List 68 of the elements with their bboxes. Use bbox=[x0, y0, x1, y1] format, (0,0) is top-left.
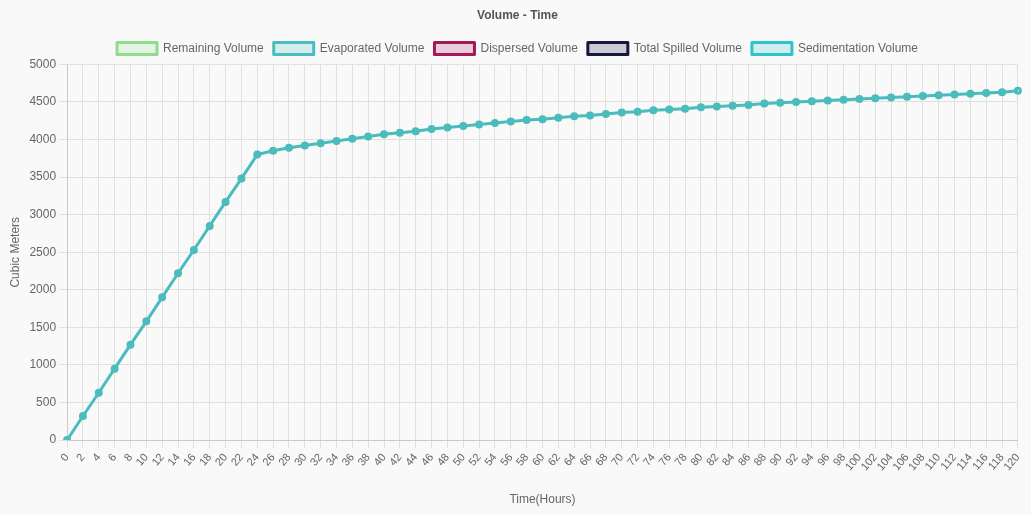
legend-label: Sedimentation Volume bbox=[797, 40, 919, 55]
x-tick-label: 62 bbox=[545, 450, 563, 468]
x-axis-title: Time(Hours) bbox=[509, 492, 576, 507]
x-tick-label: 6 bbox=[105, 450, 119, 464]
x-tick-label: 26 bbox=[259, 450, 277, 468]
x-tick-label: 4 bbox=[89, 450, 103, 464]
x-tick-label: 36 bbox=[339, 450, 357, 468]
y-tick-label: 3500 bbox=[29, 169, 57, 184]
x-tick-label: 80 bbox=[687, 450, 705, 468]
y-tick-label: 2500 bbox=[29, 244, 57, 259]
x-tick-label: 64 bbox=[560, 450, 579, 468]
x-tick-label: 16 bbox=[180, 450, 198, 468]
x-tick-label: 78 bbox=[671, 450, 689, 468]
x-tick-label: 12 bbox=[148, 450, 167, 468]
x-tick-label: 56 bbox=[497, 450, 515, 468]
x-tick-label: 46 bbox=[418, 450, 436, 468]
x-tick-label: 68 bbox=[592, 450, 610, 468]
legend-label: Evaporated Volume bbox=[319, 40, 425, 55]
x-tick-label: 74 bbox=[640, 450, 658, 468]
x-tick-label: 0 bbox=[57, 450, 71, 464]
x-tick-label: 44 bbox=[402, 450, 420, 468]
x-tick-label: 66 bbox=[576, 450, 594, 468]
legend-label: Dispersed Volume bbox=[480, 40, 579, 55]
x-tick-label: 30 bbox=[291, 450, 309, 468]
x-tick-label: 34 bbox=[323, 450, 341, 468]
x-tick-label: 96 bbox=[814, 450, 832, 468]
y-tick-label: 5000 bbox=[29, 56, 57, 71]
x-tick-label: 86 bbox=[735, 450, 753, 468]
x-tick-label: 22 bbox=[228, 450, 246, 468]
y-tick-label: 1500 bbox=[29, 319, 57, 334]
y-tick-label: 4500 bbox=[29, 94, 57, 109]
x-tick-label: 24 bbox=[244, 450, 262, 468]
x-tick-label: 20 bbox=[212, 450, 230, 468]
x-tick-label: 28 bbox=[275, 450, 293, 468]
y-tick-label: 500 bbox=[36, 394, 57, 409]
x-tick-label: 94 bbox=[798, 450, 816, 468]
x-tick-label: 18 bbox=[196, 450, 214, 468]
x-tick-label: 32 bbox=[307, 450, 325, 468]
x-tick-label: 10 bbox=[133, 450, 151, 468]
x-tick-label: 72 bbox=[624, 450, 642, 468]
x-tick-label: 38 bbox=[354, 450, 373, 468]
x-tick-label: 60 bbox=[529, 450, 547, 468]
x-tick-label: 76 bbox=[656, 450, 674, 468]
x-tick-label: 2 bbox=[73, 450, 87, 464]
x-tick-label: 52 bbox=[465, 450, 483, 468]
x-tick-label: 82 bbox=[703, 450, 721, 468]
x-tick-label: 42 bbox=[386, 450, 404, 468]
x-tick-label: 8 bbox=[121, 450, 135, 464]
legend-label: Remaining Volume bbox=[163, 40, 265, 55]
x-tick-label: 14 bbox=[164, 450, 182, 468]
x-tick-label: 88 bbox=[751, 450, 769, 468]
x-tick-label: 70 bbox=[608, 450, 626, 468]
y-tick-label: 4000 bbox=[29, 131, 57, 146]
y-tick-label: 0 bbox=[49, 432, 57, 447]
x-tick-label: 58 bbox=[513, 450, 531, 468]
x-tick-label: 40 bbox=[370, 450, 388, 468]
y-axis-title: Cubic Meters bbox=[7, 216, 22, 288]
y-tick-label: 3000 bbox=[29, 206, 57, 221]
legend-label: Total Spilled Volume bbox=[633, 40, 743, 55]
x-tick-label: 90 bbox=[767, 450, 785, 468]
x-tick-label: 92 bbox=[782, 450, 800, 468]
y-tick-label: 1000 bbox=[29, 357, 57, 372]
x-tick-label: 54 bbox=[481, 450, 499, 468]
x-tick-label: 50 bbox=[450, 450, 468, 468]
y-tick-label: 2000 bbox=[29, 282, 57, 297]
x-tick-label: 48 bbox=[434, 450, 452, 468]
x-tick-label: 84 bbox=[719, 450, 737, 468]
chart-title: Volume - Time bbox=[477, 7, 559, 22]
